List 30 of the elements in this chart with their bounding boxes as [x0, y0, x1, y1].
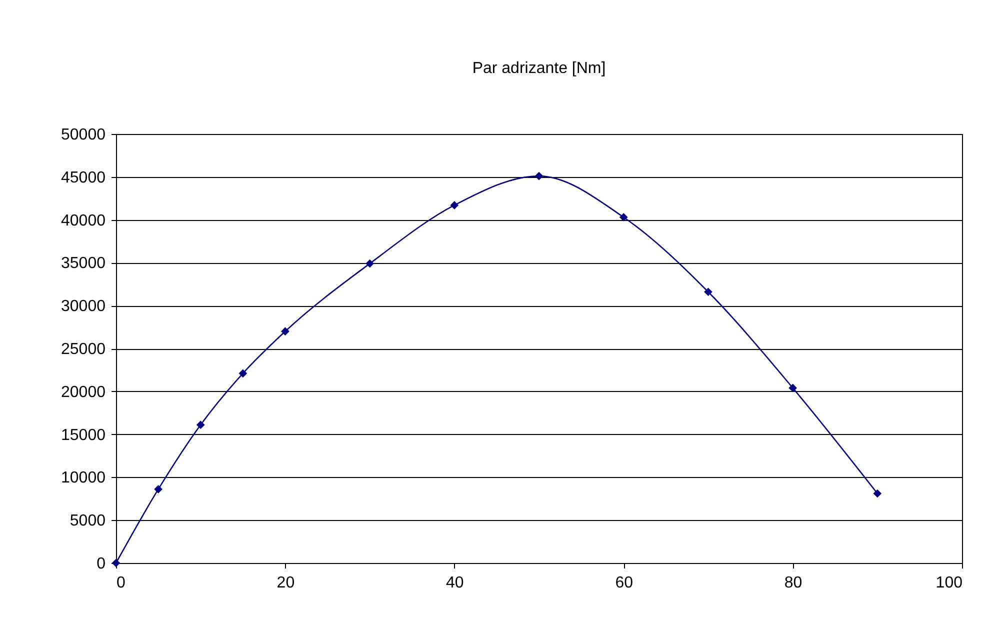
point: [112, 558, 120, 568]
x-tick-label: 60: [615, 574, 634, 592]
point: [873, 489, 882, 498]
y-tick-label: 50000: [61, 126, 106, 144]
y-tick-label: 10000: [61, 470, 106, 487]
point: [619, 213, 628, 222]
y-tick-label: 5000: [70, 512, 106, 530]
y-tick-label: 25000: [61, 341, 106, 358]
chart-title: Par adrizante [Nm]: [472, 60, 606, 77]
x-tick-label: 0: [116, 574, 126, 592]
point: [704, 288, 712, 296]
y-tick-label: 30000: [61, 298, 106, 316]
y-tick-label: 45000: [61, 169, 106, 186]
point: [154, 485, 162, 494]
x-tick-label: 40: [446, 574, 464, 592]
x-tick-label: 80: [784, 574, 802, 592]
point: [534, 172, 544, 180]
y-tick-label: 0: [96, 556, 106, 572]
point: [788, 384, 797, 392]
x-tick-label: 20: [276, 574, 295, 592]
point: [450, 201, 459, 210]
point: [281, 327, 290, 336]
y-tick-label: 40000: [61, 212, 106, 230]
y-tick-label: 20000: [61, 384, 106, 401]
point: [196, 420, 205, 430]
point: [238, 369, 248, 378]
x-tick-label: 100: [936, 574, 963, 592]
y-tick-label: 35000: [61, 255, 106, 272]
y-tick-label: 15000: [61, 426, 106, 444]
point: [366, 259, 374, 268]
